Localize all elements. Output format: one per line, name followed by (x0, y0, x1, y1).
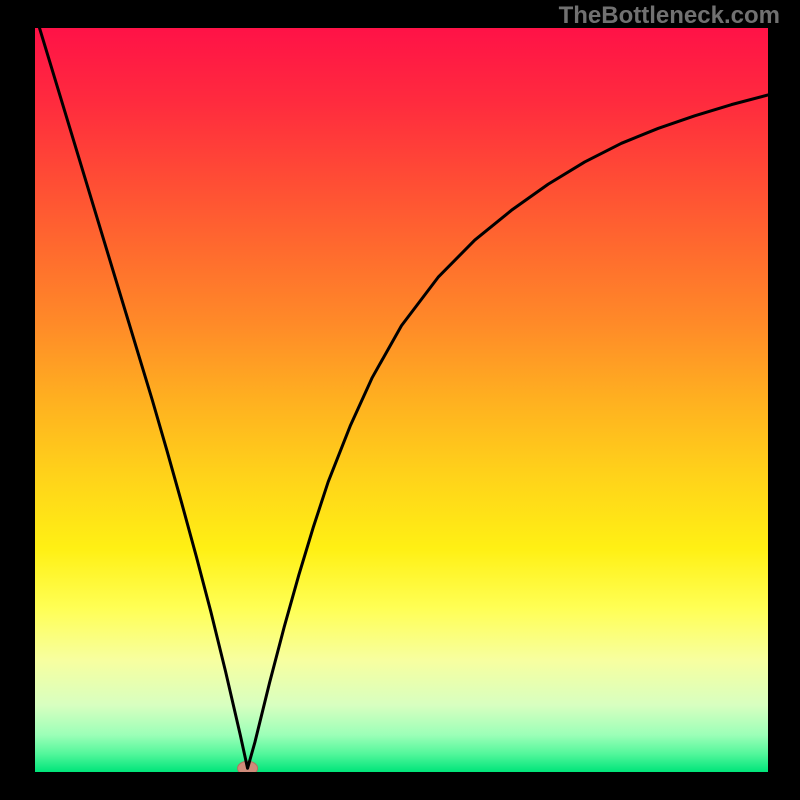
plot-area (35, 28, 768, 772)
plot-svg (35, 28, 768, 772)
watermark-text: TheBottleneck.com (559, 2, 780, 30)
gradient-background (35, 28, 768, 772)
outer-frame: TheBottleneck.com (0, 0, 800, 800)
